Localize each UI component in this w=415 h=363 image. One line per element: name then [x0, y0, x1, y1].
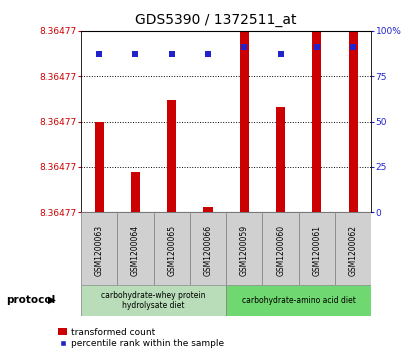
Bar: [117, 212, 154, 285]
Point: [350, 44, 356, 50]
Text: GSM1200063: GSM1200063: [95, 225, 104, 276]
Point: [96, 52, 103, 57]
Text: GSM1200060: GSM1200060: [276, 225, 285, 276]
Bar: [299, 212, 335, 285]
Bar: [349, 31, 358, 212]
Text: GSM1200062: GSM1200062: [349, 225, 358, 276]
Bar: [81, 285, 226, 316]
Bar: [167, 100, 176, 212]
Bar: [203, 207, 212, 212]
Text: GSM1200066: GSM1200066: [203, 225, 212, 276]
Text: ▶: ▶: [48, 295, 56, 305]
Point: [132, 52, 139, 57]
Text: GDS5390 / 1372511_at: GDS5390 / 1372511_at: [135, 13, 297, 27]
Bar: [190, 212, 226, 285]
Point: [277, 52, 284, 57]
Bar: [81, 212, 117, 285]
Point: [241, 44, 248, 50]
Bar: [312, 31, 322, 212]
Text: carbohydrate-whey protein
hydrolysate diet: carbohydrate-whey protein hydrolysate di…: [101, 291, 206, 310]
Legend: transformed count, percentile rank within the sample: transformed count, percentile rank withi…: [59, 327, 224, 348]
Bar: [263, 212, 299, 285]
Bar: [226, 285, 371, 316]
Bar: [335, 212, 371, 285]
Bar: [226, 212, 263, 285]
Point: [205, 52, 211, 57]
Point: [314, 44, 320, 50]
Point: [168, 52, 175, 57]
Bar: [154, 212, 190, 285]
Bar: [276, 107, 285, 212]
Text: carbohydrate-amino acid diet: carbohydrate-amino acid diet: [242, 296, 356, 305]
Text: protocol: protocol: [6, 295, 56, 305]
Bar: [95, 122, 104, 212]
Text: GSM1200059: GSM1200059: [240, 225, 249, 276]
Text: GSM1200064: GSM1200064: [131, 225, 140, 276]
Text: GSM1200061: GSM1200061: [312, 225, 322, 276]
Text: GSM1200065: GSM1200065: [167, 225, 176, 276]
Bar: [240, 31, 249, 212]
Bar: [131, 172, 140, 212]
